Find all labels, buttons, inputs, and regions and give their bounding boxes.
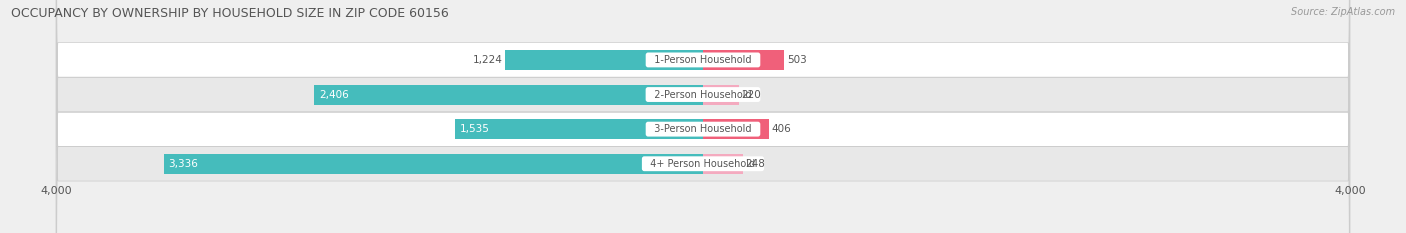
Legend: Owner-occupied, Renter-occupied: Owner-occupied, Renter-occupied — [579, 230, 827, 233]
Text: OCCUPANCY BY OWNERSHIP BY HOUSEHOLD SIZE IN ZIP CODE 60156: OCCUPANCY BY OWNERSHIP BY HOUSEHOLD SIZE… — [11, 7, 449, 20]
Text: 503: 503 — [787, 55, 807, 65]
FancyBboxPatch shape — [56, 0, 1350, 233]
Bar — [314, 85, 703, 105]
Text: 4+ Person Household: 4+ Person Household — [644, 159, 762, 169]
Bar — [703, 85, 738, 105]
Text: 3-Person Household: 3-Person Household — [648, 124, 758, 134]
Text: 248: 248 — [745, 159, 765, 169]
Text: 1,224: 1,224 — [472, 55, 503, 65]
FancyBboxPatch shape — [56, 0, 1350, 233]
Bar — [505, 50, 703, 70]
Bar — [703, 50, 785, 70]
Bar — [163, 154, 703, 174]
FancyBboxPatch shape — [56, 0, 1350, 233]
Text: 220: 220 — [741, 89, 761, 99]
Text: 1-Person Household: 1-Person Household — [648, 55, 758, 65]
Bar — [454, 119, 703, 139]
Bar — [703, 119, 769, 139]
Text: 3,336: 3,336 — [169, 159, 198, 169]
Text: Source: ZipAtlas.com: Source: ZipAtlas.com — [1291, 7, 1395, 17]
Text: 406: 406 — [770, 124, 790, 134]
Text: 2-Person Household: 2-Person Household — [648, 89, 758, 99]
FancyBboxPatch shape — [56, 0, 1350, 233]
Text: 2,406: 2,406 — [319, 89, 349, 99]
Bar — [703, 154, 744, 174]
Text: 1,535: 1,535 — [460, 124, 489, 134]
